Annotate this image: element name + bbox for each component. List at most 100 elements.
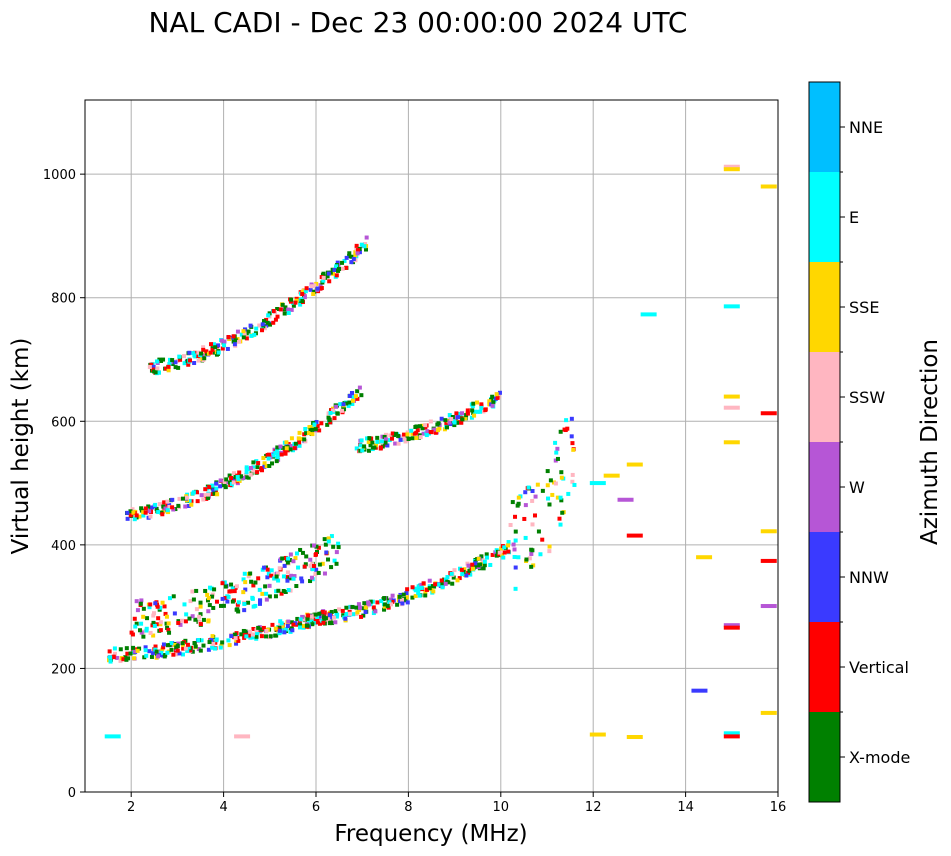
data-point xyxy=(340,260,345,265)
data-point xyxy=(308,425,313,430)
data-point xyxy=(430,584,435,589)
data-point xyxy=(135,648,140,653)
data-point xyxy=(234,641,239,646)
data-point xyxy=(248,629,253,634)
data-point xyxy=(271,453,276,458)
colorbar-segment xyxy=(809,442,840,532)
data-point xyxy=(375,600,380,605)
data-point xyxy=(319,421,324,426)
data-point xyxy=(264,591,269,596)
data-point xyxy=(529,564,534,569)
data-point xyxy=(198,604,203,609)
data-point xyxy=(295,616,300,621)
data-point xyxy=(171,594,176,599)
data-point xyxy=(354,243,359,248)
data-point xyxy=(172,642,177,647)
data-point xyxy=(229,582,234,587)
x-tick-label: 4 xyxy=(219,800,227,815)
data-point xyxy=(267,463,272,468)
isolated-point xyxy=(589,481,606,486)
colorbar-tick-label: W xyxy=(849,478,865,497)
y-tick-label: 400 xyxy=(51,539,76,554)
data-point xyxy=(289,307,294,312)
isolated-point xyxy=(723,625,740,630)
data-point xyxy=(230,599,235,604)
data-point xyxy=(158,628,163,633)
data-point xyxy=(185,495,190,500)
data-point xyxy=(294,584,299,589)
data-point xyxy=(231,480,236,485)
data-point xyxy=(277,566,282,571)
data-point xyxy=(557,516,562,521)
data-point xyxy=(160,512,165,517)
data-point xyxy=(350,401,355,406)
x-tick-label: 12 xyxy=(585,800,602,815)
data-point xyxy=(355,248,360,253)
data-point xyxy=(234,638,239,643)
data-point xyxy=(366,448,371,453)
data-point xyxy=(317,621,322,626)
data-point xyxy=(332,268,337,273)
data-point xyxy=(277,631,282,636)
y-tick-label: 800 xyxy=(51,292,76,307)
data-point xyxy=(279,452,284,457)
data-point xyxy=(169,641,174,646)
data-point xyxy=(334,404,339,409)
data-point xyxy=(291,576,296,581)
data-point xyxy=(530,498,535,503)
data-point xyxy=(508,522,513,527)
data-point xyxy=(156,370,161,375)
data-point xyxy=(379,439,384,444)
data-point xyxy=(456,415,461,420)
data-point xyxy=(176,620,181,625)
data-point xyxy=(282,311,287,316)
data-point xyxy=(288,558,293,563)
data-point xyxy=(272,576,277,581)
data-point xyxy=(483,408,488,413)
data-point xyxy=(414,435,419,440)
data-point xyxy=(161,645,166,650)
data-point xyxy=(275,445,280,450)
data-point xyxy=(243,580,248,585)
data-point xyxy=(183,504,188,509)
data-point xyxy=(201,347,206,352)
data-point xyxy=(281,574,286,579)
data-point xyxy=(280,556,285,561)
data-point xyxy=(355,396,360,401)
data-point xyxy=(265,575,270,580)
data-point xyxy=(220,640,225,645)
data-point xyxy=(372,445,377,450)
data-point xyxy=(158,605,163,610)
data-point xyxy=(558,495,563,500)
data-point xyxy=(241,590,246,595)
data-point xyxy=(460,417,465,422)
colorbar-segment xyxy=(809,262,840,352)
data-point xyxy=(555,446,560,451)
data-point xyxy=(265,453,270,458)
data-point xyxy=(363,610,368,615)
data-point xyxy=(335,260,340,265)
data-point xyxy=(241,577,246,582)
data-point xyxy=(310,567,315,572)
data-point xyxy=(344,265,349,270)
data-point xyxy=(285,570,290,575)
data-point xyxy=(332,416,337,421)
data-point xyxy=(206,647,211,652)
data-point xyxy=(201,643,206,648)
data-point xyxy=(329,609,334,614)
data-point xyxy=(278,619,283,624)
data-point xyxy=(396,441,401,446)
data-point xyxy=(134,621,139,626)
data-point xyxy=(298,617,303,622)
data-point xyxy=(288,447,293,452)
data-point xyxy=(152,611,157,616)
colorbar-frame xyxy=(808,81,841,803)
data-point xyxy=(459,567,464,572)
data-point xyxy=(344,605,349,610)
data-point xyxy=(262,461,267,466)
colorbar-segment xyxy=(809,532,840,622)
data-point xyxy=(523,503,528,508)
data-point xyxy=(287,576,292,581)
data-point xyxy=(351,612,356,617)
data-point xyxy=(192,361,197,366)
